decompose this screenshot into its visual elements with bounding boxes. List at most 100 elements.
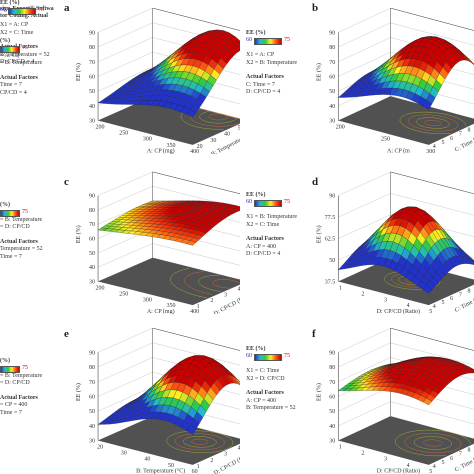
z-tick-label: 50 — [89, 89, 95, 95]
z-tick-label: 40 — [329, 104, 335, 110]
surface-mesh-c — [97, 200, 240, 246]
x-tick-label: 3 — [384, 297, 387, 303]
floor-f — [338, 416, 474, 465]
z-tick-label: 77.5 — [325, 215, 336, 221]
x-tick-label: 400 — [190, 149, 199, 154]
surface-plot-a: 30 40 50 60 70 80 90 EE (%) 200 250 300 350 400 A: CP… — [75, 7, 240, 154]
surface-cell — [186, 240, 197, 246]
y-tick-label: 6 — [450, 456, 453, 462]
x-tick-label: 60 — [192, 469, 198, 474]
x-ticks-e: 20 30 40 50 60 — [97, 445, 198, 474]
x-ticks-c: 200 250 300 350 400 — [96, 285, 200, 314]
z-tick-label: 70 — [89, 380, 95, 386]
surface-cell — [422, 398, 433, 406]
x-tick-label: 200 — [96, 285, 105, 291]
y-tick-label: 8 — [468, 288, 471, 294]
y-tick-label: 7 — [459, 452, 462, 458]
color-scale-bar — [254, 199, 282, 207]
panel-letter-b: b — [312, 2, 319, 14]
panel-letter-f: f — [312, 328, 316, 340]
z-tick-label: 30 — [89, 119, 95, 125]
z-axis-label: EE (%) — [75, 63, 82, 81]
floor-c — [98, 257, 240, 306]
y-tick-label: 6 — [450, 136, 453, 142]
z-tick-label: 37.5 — [325, 279, 336, 285]
x-tick-label: 40 — [144, 457, 150, 463]
x-tick-label: 2 — [361, 291, 364, 297]
surface-mesh-f — [337, 356, 474, 406]
z-axis-label: EE (%) — [75, 225, 82, 243]
floor-contours-e — [166, 430, 234, 453]
color-scale-bar — [8, 7, 36, 15]
z-tick-label: 30 — [329, 439, 335, 445]
y-tick-label: 8 — [468, 128, 471, 134]
y-tick-label: 4 — [238, 286, 240, 292]
floor-a — [98, 96, 240, 145]
x-tick-label: 350 — [167, 143, 176, 149]
legend-block-e: EE (%) 60 75 X1 = C: Time X2 = D: CP/CD Actua… — [246, 346, 296, 412]
x-tick-label: 250 — [381, 137, 390, 143]
z-tick-label: 40 — [89, 424, 95, 430]
z-axis-label: EE (%) — [75, 383, 82, 401]
surface-mesh-a — [97, 29, 240, 118]
y-tick-label: 4 — [433, 144, 436, 150]
z-tick-label: 60 — [89, 237, 95, 243]
floor-contours-f — [395, 429, 471, 457]
x-tick-label: 200 — [336, 125, 345, 131]
z-tick-label: 80 — [89, 208, 95, 214]
x-tick-label: 4 — [407, 303, 410, 309]
z-tick-label: 90 — [89, 30, 95, 36]
y-axis-label: C: Time (H) — [454, 294, 474, 314]
z-tick-label: 90 — [89, 350, 95, 356]
z-tick-label: 50 — [329, 409, 335, 415]
z-axis-label: EE (%) — [315, 225, 322, 243]
z-tick-label: 80 — [329, 365, 335, 371]
z-ticks-e: 30 40 50 60 70 80 90 — [89, 350, 95, 444]
x-tick-label: 3 — [384, 457, 387, 463]
surface-mesh-d — [337, 206, 474, 294]
left-legend-2: (%) 75 = B: Temperature = D: CP/CD Actual F… — [0, 358, 43, 416]
z-tick-label: 30 — [89, 439, 95, 445]
panel-letter-a: a — [64, 2, 70, 14]
x-ticks-f: 1 2 3 4 5 — [339, 445, 432, 474]
surface-cell — [186, 109, 197, 118]
z-tick-label: 80 — [89, 365, 95, 371]
z-tick-label: 70 — [329, 380, 335, 386]
x-ticks-d: 1 2 3 4 5 — [339, 285, 432, 314]
y-tick-label: 30 — [210, 138, 216, 144]
color-scale-bar — [254, 37, 282, 45]
z-tick-label: 90 — [329, 194, 335, 200]
y-tick-label: 3 — [224, 292, 227, 298]
y-tick-label: 1 — [197, 304, 200, 310]
floor-e — [98, 416, 240, 465]
z-tick-label: 60 — [329, 394, 335, 400]
y-tick-label: 1 — [197, 464, 200, 470]
z-ticks-c: 30 40 50 60 70 80 90 — [89, 194, 95, 286]
x-axis-label: A: CP (m — [387, 148, 410, 154]
z-tick-label: 60 — [89, 394, 95, 400]
z-tick-label: 70 — [329, 60, 335, 66]
surface-mesh-b — [337, 36, 474, 110]
y-tick-label: 4 — [238, 446, 240, 452]
y-tick-label: 2 — [210, 298, 213, 304]
z-ticks-a: 30 40 50 60 70 80 90 — [89, 30, 95, 124]
y-tick-label: 7 — [459, 132, 462, 138]
surface-plot-b: 30 40 50 60 70 80 90 EE (%) 200 250 300 A: CP (m 456… — [315, 7, 474, 154]
x-tick-label: 5 — [429, 309, 432, 314]
z-tick-label: 50 — [329, 89, 335, 95]
x-tick-label: 350 — [167, 303, 176, 309]
y-tick-label: 8 — [468, 448, 471, 454]
z-tick-label: 80 — [329, 45, 335, 51]
x-tick-label: 1 — [339, 285, 342, 291]
z-tick-label: 62.5 — [325, 237, 336, 243]
legend-block-c: EE (%) 60 75 X1 = B: Temperature X2 = C: Tim… — [246, 192, 298, 258]
surface-mesh-e — [97, 355, 240, 435]
z-tick-label: 90 — [329, 30, 335, 36]
y-ticks-f: 45678910 — [433, 448, 471, 470]
z-tick-label: 40 — [89, 265, 95, 271]
